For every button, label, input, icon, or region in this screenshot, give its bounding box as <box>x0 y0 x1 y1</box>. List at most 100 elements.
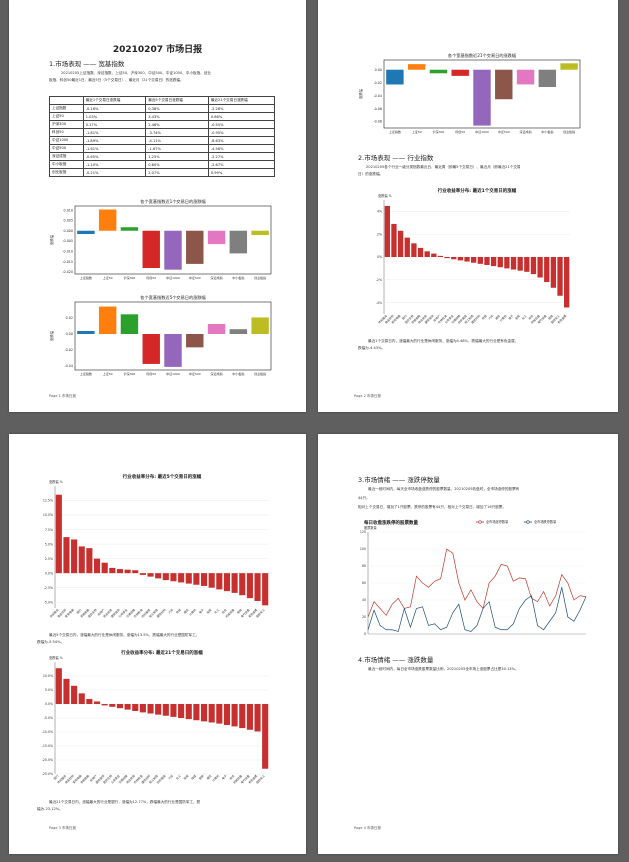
category-label: 中证500 <box>189 275 201 280</box>
category-label: 交通运输 <box>450 314 461 325</box>
table-cell: -4.56% <box>207 144 276 153</box>
tick-label: 80 <box>362 564 366 568</box>
category-label: 食品饮料 <box>64 774 75 785</box>
category-label: 纺织服装 <box>156 774 167 785</box>
tick-label: -0.02 <box>64 348 73 352</box>
chart-bar <box>557 257 563 296</box>
category-label: 房地产 <box>89 774 98 783</box>
category-label: 休闲服务 <box>377 314 388 325</box>
chart-bar <box>170 573 177 582</box>
chart-bar <box>484 257 490 265</box>
chart-title: 各个宽基指数近1个交易日的涨跌幅 <box>140 198 205 205</box>
tick-label: 5.0% <box>45 688 53 692</box>
table-header-cell: 最近1个交易日涨跌幅 <box>82 96 147 105</box>
category-label: 化工 <box>175 774 182 781</box>
category-label: 非银金融 <box>79 608 90 619</box>
category-label: 上证指数 <box>80 275 92 280</box>
chart-bar <box>223 573 231 592</box>
chart-bar <box>384 205 390 257</box>
category-label: 沪深300 <box>124 371 136 376</box>
paragraph: 最近5个交易日内，涨幅最大的行业是休闲服务，涨幅为13.5%，跌幅最大的行业是国… <box>49 633 200 637</box>
table-cell: 0.60% <box>145 160 209 169</box>
category-label: 钢铁 <box>547 314 554 321</box>
chart-bar <box>451 69 469 76</box>
table-row: 创业板指 -0.21% 2.07% 0.99% <box>49 168 276 177</box>
chart-bar <box>164 230 182 270</box>
category-label: 医药生物 <box>87 608 98 619</box>
chart-bar <box>101 704 108 706</box>
table-row: 上证50 1.03% 3.43% 0.86% <box>49 112 276 121</box>
chart-bar <box>251 230 269 236</box>
category-label: 家用电器 <box>64 608 75 619</box>
table-cell: -0.95% <box>207 128 276 137</box>
chart-bar <box>524 257 530 272</box>
tick-label: 2% <box>377 232 382 236</box>
chart-bar <box>86 698 93 704</box>
chart-bar <box>193 573 200 585</box>
category-label: 机械设备 <box>530 314 541 325</box>
category-label: 农林牧渔 <box>437 314 448 325</box>
table-cell: 中证500 <box>49 144 84 153</box>
category-label: 上证指数 <box>80 371 92 376</box>
paragraph: 20210205上证指数、深证指数、上证50、沪深300、中证500、中证100… <box>61 71 211 75</box>
category-label: 农林牧渔 <box>133 608 144 619</box>
category-label: 中证500 <box>498 129 510 134</box>
plot-frame <box>74 205 272 275</box>
category-label: 综合 <box>527 314 534 321</box>
table-cell: -2.27% <box>207 152 276 161</box>
chart-bar <box>246 704 253 730</box>
category-label: 创业板指 <box>563 129 575 134</box>
chart-bar <box>207 230 226 245</box>
chart-bar <box>98 209 117 231</box>
chart-bar <box>155 573 162 579</box>
tick-label: -0.005 <box>62 239 73 243</box>
paragraph: 最近一段时间内，每天全市场收盘涨跌停的股票数量，20210205收盘时，全市场涨… <box>368 487 520 491</box>
category-label: 深证成指 <box>520 129 532 134</box>
category-label: 电子 <box>198 608 205 615</box>
category-label: 电子 <box>221 774 228 781</box>
tick-label: -0.08 <box>373 120 382 124</box>
chart-bar <box>404 237 410 257</box>
category-label: 中证1000 <box>166 275 180 280</box>
report-title: 20210207 市场日报 <box>112 45 203 55</box>
chart-bar <box>444 257 450 259</box>
report-page-2: 各个宽基指数近21个交易日的涨跌幅 0.00 -0.02 -0.04 -0.06 -0.0… <box>318 0 618 412</box>
category-label: 采掘 <box>514 314 521 321</box>
tick-label: -15.0% <box>42 744 53 748</box>
table-cell: -1.61% <box>82 144 147 153</box>
category-label: 计算机 <box>211 774 220 783</box>
chart-bar <box>185 704 192 720</box>
paragraph: 44只。 <box>358 496 370 500</box>
axis-label: 涨跌幅 <box>49 234 54 245</box>
category-label: 交通运输 <box>118 774 129 785</box>
category-label: 银行 <box>76 608 83 615</box>
category-label: 有色金属 <box>247 608 258 619</box>
table-cell: -0.55% <box>207 120 276 129</box>
chart-bar <box>451 257 457 260</box>
category-label: 食品饮料 <box>384 314 395 325</box>
paragraph: 相对上个交易日，增加了1只股票。跌停的股票有44只，相对上个交易日，增加了16只… <box>358 505 506 509</box>
category-label: 中小板指 <box>232 371 244 376</box>
table-cell: -0.21% <box>82 168 147 177</box>
axis-label: 涨跌幅 <box>49 330 54 341</box>
category-label: 计算机 <box>188 608 197 617</box>
paragraph: 最近21个交易日内，涨幅最大的行业是银行，涨幅为12.77%，跌幅最大的行业是国… <box>49 800 201 804</box>
chart-bar <box>239 704 246 729</box>
tick-label: 60 <box>362 581 366 585</box>
category-label: 医药生物 <box>102 774 113 785</box>
tick-label: 4% <box>377 210 382 214</box>
table-cell: -0.16% <box>82 104 147 113</box>
chart-bar <box>424 251 430 257</box>
chart-bar <box>78 546 85 574</box>
tick-label: 10.0% <box>43 674 53 678</box>
category-label: 轻工制造 <box>464 314 475 325</box>
category-label: 商业贸易 <box>102 608 113 619</box>
table-row: 中证1000 -1.89% -4.11% -8.63% <box>49 136 276 145</box>
category-label: 房地产 <box>97 608 106 617</box>
chart-bar <box>186 334 204 348</box>
chart-bar <box>77 330 95 334</box>
chart-bar <box>473 69 491 126</box>
